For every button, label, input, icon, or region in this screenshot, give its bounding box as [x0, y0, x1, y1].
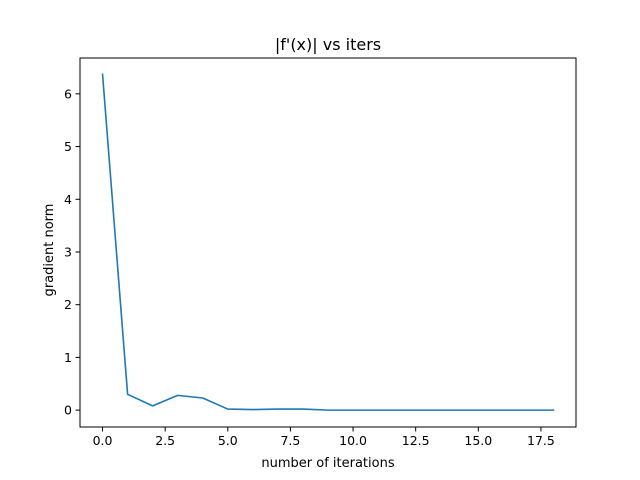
x-tick-label: 15.0	[464, 433, 492, 448]
series-layer	[101, 73, 555, 411]
x-tick-label: 17.5	[527, 433, 555, 448]
x-tick-label: 7.5	[280, 433, 300, 448]
series-line	[101, 73, 555, 411]
y-tick-label: 6	[64, 86, 72, 101]
y-tick-label: 5	[64, 139, 72, 154]
chart-title: |f'(x)| vs iters	[275, 35, 381, 54]
plot-frame	[79, 57, 577, 428]
y-axis: 0 1 2 3 4 5 6	[64, 86, 80, 418]
y-tick-label: 0	[64, 403, 72, 418]
x-tick-label: 2.5	[155, 433, 175, 448]
y-tick-label: 4	[64, 192, 72, 207]
x-tick-label: 0.0	[93, 433, 113, 448]
x-tick-label: 10.0	[339, 433, 367, 448]
x-tick-label: 12.5	[402, 433, 430, 448]
y-axis-label: gradient norm	[42, 204, 57, 297]
x-axis: 0.0 2.5 5.0 7.5 10.0 12.5 15.0 17.5	[93, 427, 555, 448]
x-tick-label: 5.0	[218, 433, 238, 448]
y-tick-label: 1	[64, 350, 72, 365]
x-axis-label: number of iterations	[261, 456, 394, 471]
y-tick-label: 3	[64, 244, 72, 259]
y-tick-label: 2	[64, 297, 72, 312]
